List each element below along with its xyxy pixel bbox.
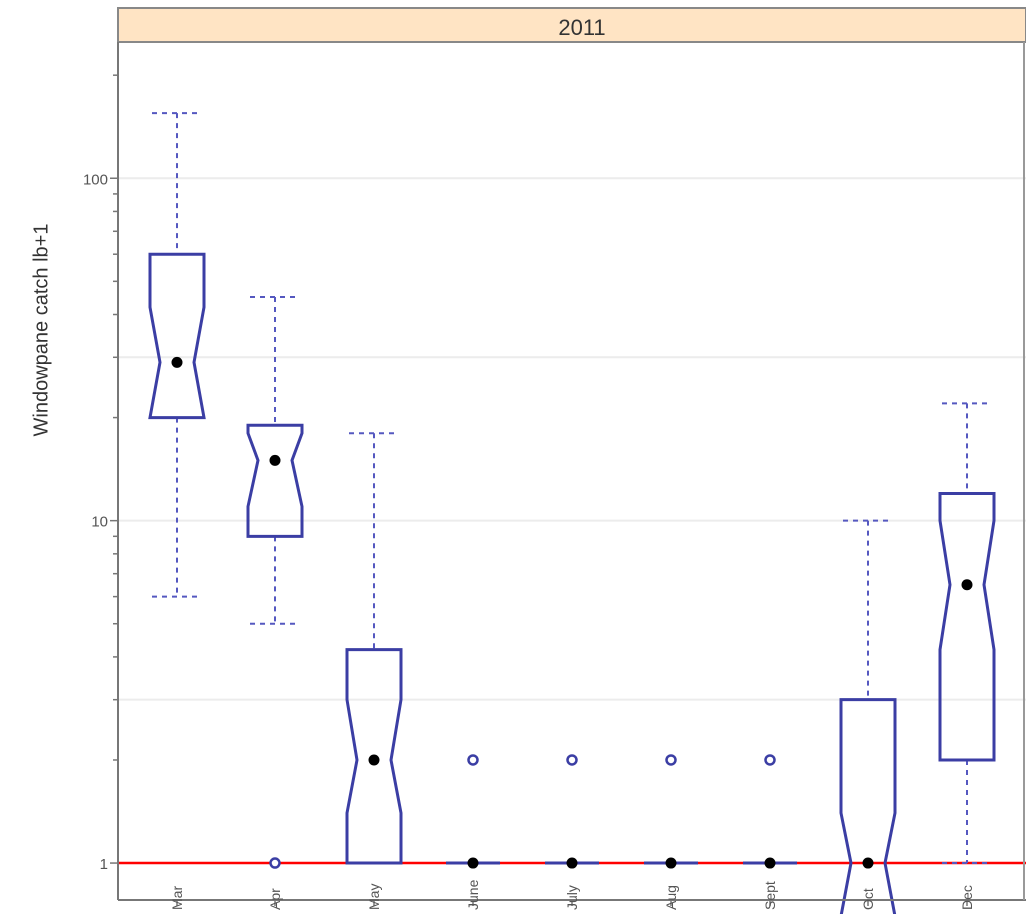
median-point	[171, 356, 183, 368]
x-tick-label: Apr	[267, 888, 283, 910]
median-point	[961, 579, 973, 591]
box	[246, 423, 304, 538]
x-tick-label: June	[465, 879, 481, 910]
outlier-point	[467, 754, 479, 766]
panel-strip-box	[117, 7, 1026, 43]
outlier-point	[269, 857, 281, 869]
median-point	[764, 857, 776, 869]
median-point	[368, 754, 380, 766]
y-tick-label: 1	[100, 856, 108, 873]
panel-strip: 2011	[117, 7, 1026, 43]
x-tick-label: Aug	[663, 885, 679, 910]
box	[938, 492, 996, 762]
outlier-point	[566, 754, 578, 766]
panel-title: 2011	[558, 15, 605, 40]
x-tick-label: Oct	[860, 888, 876, 910]
median-point	[467, 857, 479, 869]
y-tick-label: 10	[91, 514, 108, 531]
median-point	[862, 857, 874, 869]
outlier-point	[764, 754, 776, 766]
box	[345, 648, 403, 865]
y-tick-label: 100	[83, 171, 108, 188]
x-tick-label: Sept	[762, 881, 778, 910]
box	[148, 252, 206, 420]
x-tick-label: Mar	[169, 886, 185, 910]
outlier-point	[665, 754, 677, 766]
marks-layer	[118, 112, 1026, 914]
median-point	[269, 454, 281, 466]
axes-layer: 1 10 100 Mar Apr May June July Aug Sept Oct Dec	[83, 42, 1026, 910]
x-tick-label: Dec	[959, 885, 975, 910]
box	[839, 698, 897, 914]
x-tick-label: July	[564, 885, 580, 910]
x-tick-label: May	[366, 884, 382, 910]
median-point	[665, 857, 677, 869]
median-point	[566, 857, 578, 869]
